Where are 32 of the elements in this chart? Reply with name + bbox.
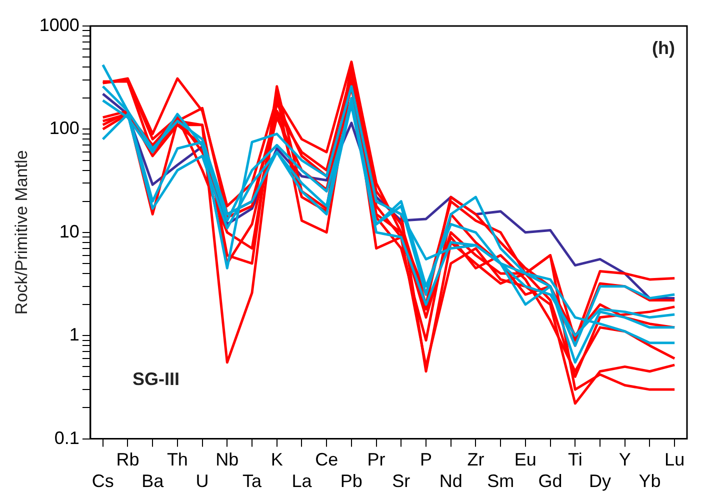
x-tick-label: Ti	[568, 450, 582, 470]
x-tick-label: Y	[618, 450, 631, 470]
x-tick-label: Pb	[340, 471, 362, 492]
x-tick-label: Zr	[467, 450, 484, 470]
x-tick-label: Lu	[664, 450, 685, 470]
x-tick-label: Sm	[487, 471, 514, 492]
y-tick-label: 100	[49, 118, 80, 138]
x-tick-label: Sr	[392, 471, 410, 492]
y-tick-label: 0.1	[54, 428, 80, 448]
x-tick-label: U	[196, 471, 209, 492]
y-tick-label: 1000	[39, 14, 80, 35]
x-tick-label: Th	[166, 450, 188, 470]
x-tick-label: P	[420, 450, 432, 470]
x-tick-label: K	[270, 450, 283, 470]
y-tick-label: 1	[69, 324, 80, 345]
y-axis-title: Rock/Primitive Mantle	[12, 150, 31, 315]
x-tick-label: Ce	[315, 450, 338, 470]
x-tick-label: Pr	[367, 450, 386, 470]
x-tick-label: Gd	[538, 471, 562, 492]
annotation: SG-III	[132, 368, 180, 389]
x-tick-label: Cs	[92, 471, 114, 492]
x-tick-label: Ta	[242, 471, 263, 492]
x-tick-label: Yb	[638, 471, 661, 492]
x-tick-label: Eu	[514, 450, 536, 470]
x-tick-label: La	[292, 471, 313, 492]
x-tick-label: Rb	[116, 450, 140, 470]
x-tick-label: Nd	[439, 471, 462, 492]
y-tick-label: 10	[59, 221, 80, 242]
x-tick-label: Dy	[589, 471, 611, 492]
annotation: (h)	[652, 38, 676, 58]
x-tick-label: Ba	[142, 471, 165, 492]
x-tick-label: Nb	[216, 450, 239, 470]
